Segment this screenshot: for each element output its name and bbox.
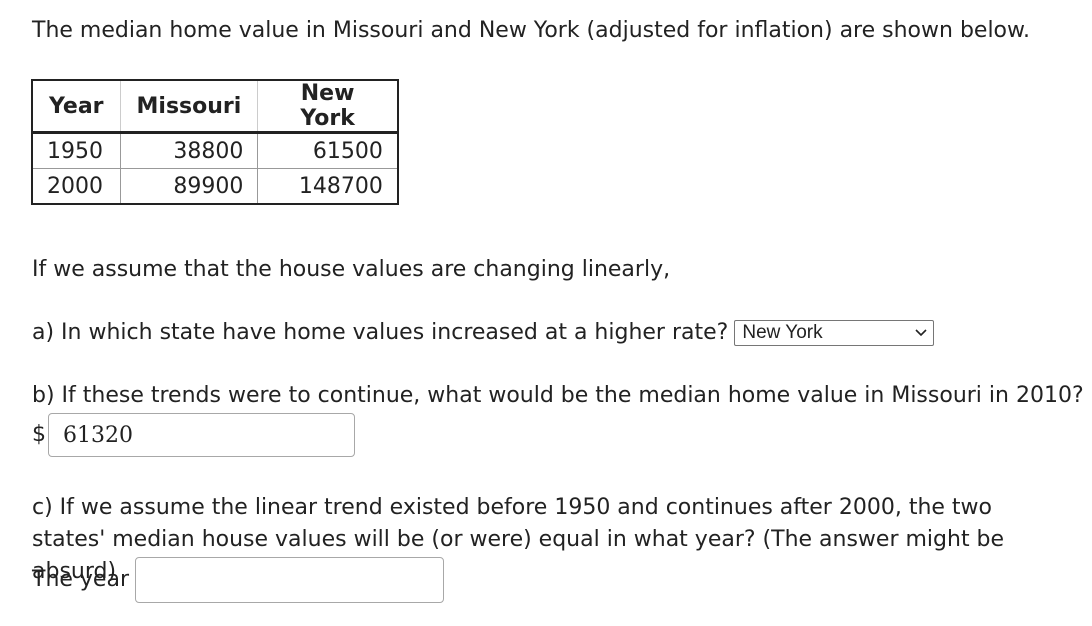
assumption-text: If we assume that the house values are c… — [32, 257, 671, 282]
state-select[interactable]: New York — [734, 320, 935, 346]
cell-missouri: 38800 — [119, 132, 258, 169]
header-missouri: Missouri — [119, 80, 258, 134]
question-a: a) In which state have home values incre… — [32, 318, 935, 348]
missouri-2010-input[interactable]: 61320 — [48, 413, 355, 457]
table-row: 2000 89900 148700 — [32, 168, 398, 204]
cell-new-york: 148700 — [257, 168, 398, 204]
question-a-prompt: a) In which state have home values incre… — [32, 320, 729, 345]
question-b-prompt: b) If these trends were to continue, wha… — [32, 383, 1084, 408]
question-c-prompt: c) If we assume the linear trend existed… — [32, 495, 1005, 584]
state-select-value: New York — [742, 322, 823, 343]
cell-missouri: 89900 — [119, 168, 258, 204]
cell-new-york: 61500 — [257, 132, 398, 169]
table-header-row: Year Missouri New York — [32, 80, 398, 134]
header-new-york: New York — [257, 80, 398, 134]
home-value-table: Year Missouri New York 1950 38800 61500 … — [31, 79, 399, 205]
cell-year: 1950 — [32, 132, 121, 169]
chevron-down-icon — [915, 329, 927, 337]
dollar-sign: $ — [32, 422, 46, 447]
header-year: Year — [32, 80, 121, 134]
question-b-answer: $ 61320 — [32, 413, 355, 457]
cell-year: 2000 — [32, 168, 121, 204]
year-label: The year — [32, 567, 129, 592]
question-c-answer: The year — [32, 557, 444, 603]
equal-year-input[interactable] — [135, 557, 444, 603]
intro-text: The median home value in Missouri and Ne… — [32, 18, 1030, 43]
table-row: 1950 38800 61500 — [32, 132, 398, 169]
